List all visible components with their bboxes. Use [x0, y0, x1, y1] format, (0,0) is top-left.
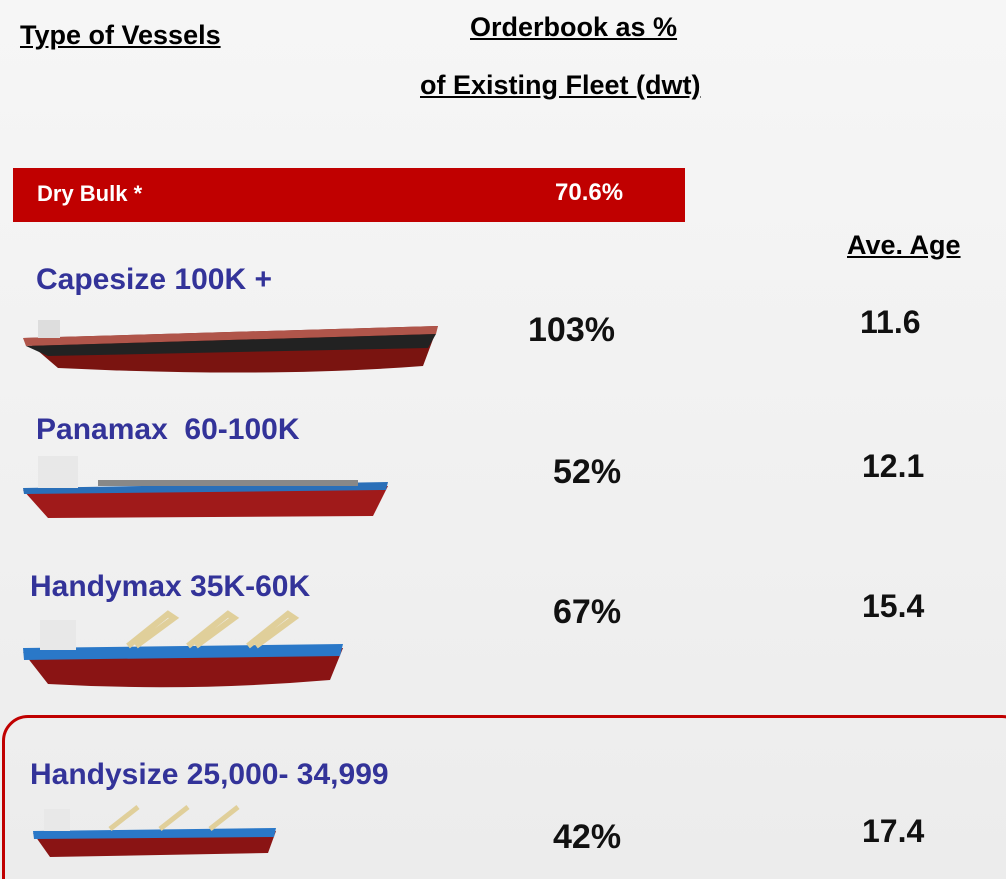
average-age: 15.4: [862, 590, 924, 622]
ship-image: [18, 448, 393, 520]
vessel-name: Panamax 60-100K: [36, 415, 300, 445]
vessel-name: Handysize 25,000- 34,999: [30, 760, 389, 790]
average-age: 17.4: [862, 815, 924, 847]
ship-image: [18, 298, 443, 378]
ship-image: [18, 600, 348, 692]
summary-value: 70.6%: [555, 181, 623, 205]
vessel-name: Handymax 35K-60K: [30, 572, 310, 602]
column-header: Ave. Age: [847, 232, 961, 259]
orderbook: 52%: [553, 455, 621, 489]
column-header: Orderbook as %: [470, 14, 677, 41]
ship-image: [30, 795, 280, 865]
orderbook: 103%: [528, 313, 615, 347]
average-age: 11.6: [860, 306, 921, 338]
vessel-name: Capesize 100K +: [36, 265, 272, 295]
average-age: 12.1: [862, 450, 924, 482]
summary-bar: Dry Bulk * 70.6%: [13, 168, 685, 222]
orderbook: 67%: [553, 595, 621, 629]
slide: Type of Vessels Orderbook as % of Existi…: [0, 0, 1006, 879]
orderbook: 42%: [553, 820, 621, 854]
column-header: of Existing Fleet (dwt): [420, 72, 701, 99]
summary-label: Dry Bulk *: [37, 183, 142, 205]
column-header: Type of Vessels: [20, 22, 221, 49]
